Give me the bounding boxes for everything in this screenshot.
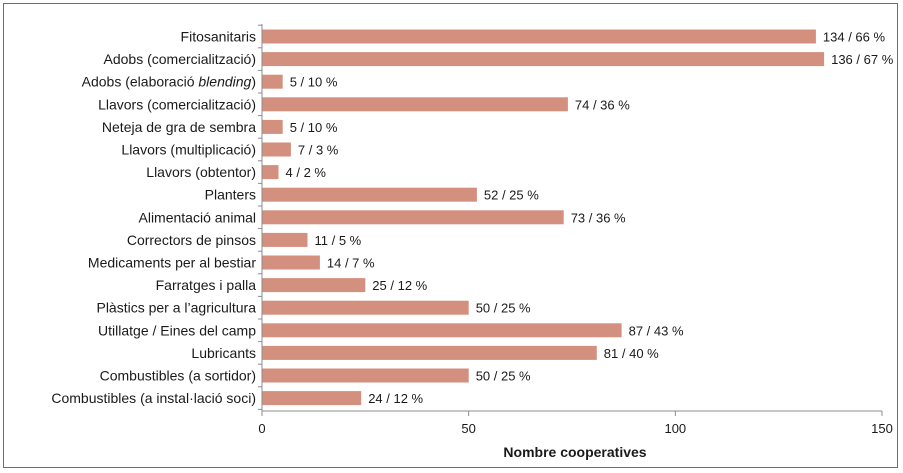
bar — [262, 52, 825, 67]
data-label: 50 / 25 % — [476, 369, 531, 384]
bar — [262, 278, 366, 293]
category-label-part: ) — [251, 74, 256, 90]
category-label-part: Correctors de pinsos — [127, 232, 256, 248]
category-label-part: Planters — [205, 187, 256, 203]
bar — [262, 29, 816, 44]
bar — [262, 300, 469, 315]
data-label: 50 / 25 % — [476, 301, 531, 316]
data-label: 87 / 43 % — [629, 323, 684, 338]
category-label-part: Combustibles (a sortidor) — [100, 368, 256, 384]
category-label-part: blending — [198, 74, 251, 90]
category-label-part: Lubricants — [191, 345, 256, 361]
category-label: Alimentació animal — [139, 209, 257, 225]
bar — [262, 142, 291, 157]
category-label: Llavors (obtentor) — [146, 164, 256, 180]
bar — [262, 368, 469, 383]
category-label: Llavors (comercialització) — [98, 96, 256, 112]
axes-group: 0 50 100 150 — [258, 24, 893, 436]
bar — [262, 345, 597, 360]
category-label-part: Adobs (elaboració — [82, 74, 199, 90]
category-label: Neteja de gra de sembra — [102, 119, 256, 135]
bar — [262, 119, 283, 134]
bar — [262, 210, 564, 225]
data-label: 74 / 36 % — [575, 97, 630, 112]
data-label: 136 / 67 % — [831, 52, 894, 67]
data-label: 81 / 40 % — [604, 346, 659, 361]
bar — [262, 391, 362, 406]
category-label: Llavors (multiplicació) — [121, 142, 256, 158]
data-label: 25 / 12 % — [372, 278, 427, 293]
category-label: Lubricants — [191, 345, 256, 361]
category-label: Utillatge / Eines del camp — [98, 322, 256, 338]
data-label: 24 / 12 % — [368, 391, 423, 406]
data-label: 52 / 25 % — [484, 188, 539, 203]
category-label-part: Medicaments per al bestiar — [88, 255, 256, 271]
chart-frame: Fitosanitaris Adobs (comercialització) Ado… — [3, 3, 898, 468]
bar — [262, 97, 568, 112]
x-tick-label: 50 — [461, 421, 475, 436]
data-label: 4 / 2 % — [286, 165, 327, 180]
bar — [262, 187, 477, 202]
bar — [262, 74, 283, 89]
x-tick-label: 100 — [664, 421, 686, 436]
data-label: 73 / 36 % — [571, 210, 626, 225]
category-label: Plàstics per a l’agricultura — [96, 300, 256, 316]
category-label-part: Fitosanitaris — [181, 29, 256, 45]
bar — [262, 232, 308, 247]
category-label: Correctors de pinsos — [127, 232, 256, 248]
bar-chart: Fitosanitaris Adobs (comercialització) Ado… — [51, 24, 894, 460]
category-label: Fitosanitaris — [181, 29, 256, 45]
x-tick-label: 0 — [258, 421, 265, 436]
category-label-part: Llavors (obtentor) — [146, 164, 256, 180]
data-label: 11 / 5 % — [315, 233, 362, 248]
data-label: 7 / 3 % — [298, 143, 339, 158]
category-label-part: Combustibles (a instal·lació soci) — [51, 390, 256, 406]
data-label: 5 / 10 % — [290, 120, 338, 135]
category-label: Combustibles (a instal·lació soci) — [51, 390, 256, 406]
category-label: Planters — [205, 187, 256, 203]
category-label-part: Alimentació animal — [139, 209, 257, 225]
x-axis-label: Nombre cooperatives — [503, 444, 646, 460]
data-label: 14 / 7 % — [327, 256, 375, 271]
category-label: Combustibles (a sortidor) — [100, 368, 256, 384]
category-label-part: Neteja de gra de sembra — [102, 119, 256, 135]
category-label: Adobs (comercialització) — [104, 51, 257, 67]
category-label: Medicaments per al bestiar — [88, 255, 256, 271]
category-label-part: Llavors (multiplicació) — [121, 142, 256, 158]
bar — [262, 255, 320, 270]
category-label-part: Plàstics per a l’agricultura — [96, 300, 256, 316]
category-label: Adobs (elaboració blending) — [82, 74, 256, 90]
category-label-part: Adobs (comercialització) — [104, 51, 257, 67]
category-label: Farratges i palla — [156, 277, 257, 293]
category-labels-group: Fitosanitaris Adobs (comercialització) Ado… — [51, 29, 256, 407]
category-label-part: Farratges i palla — [156, 277, 257, 293]
category-label-part: Utillatge / Eines del camp — [98, 322, 256, 338]
category-label-part: Llavors (comercialització) — [98, 96, 256, 112]
x-tick-label: 150 — [871, 421, 893, 436]
data-labels-group: 134 / 66 % 136 / 67 % 5 / 10 % 74 / 36 % 5 /… — [286, 30, 894, 407]
bar — [262, 165, 279, 180]
data-label: 5 / 10 % — [290, 75, 338, 90]
bar — [262, 323, 622, 338]
data-label: 134 / 66 % — [823, 30, 886, 45]
bars-group — [262, 29, 825, 406]
